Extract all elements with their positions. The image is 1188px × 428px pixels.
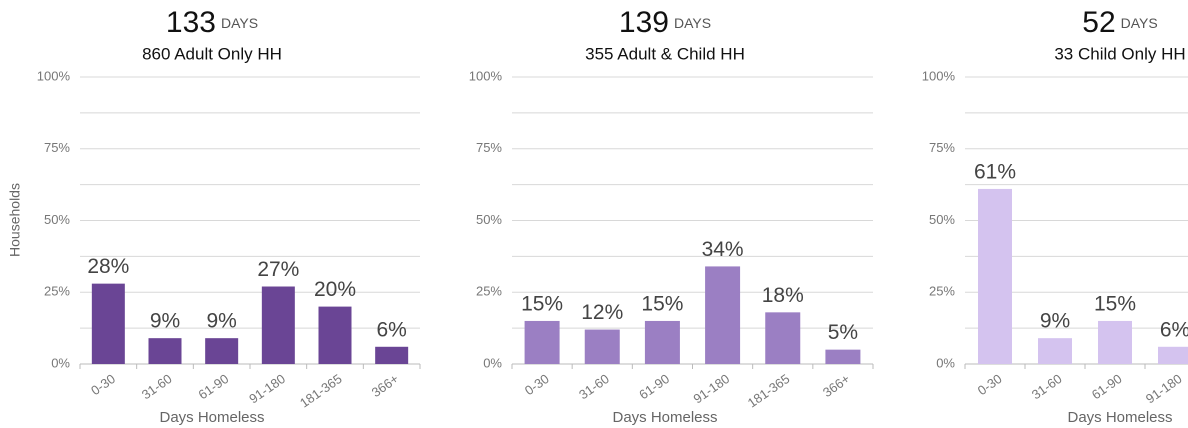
value-label: 34% [702, 238, 744, 261]
bar [261, 286, 295, 364]
x-axis-label: Days Homeless [1067, 409, 1172, 426]
value-label: 27% [257, 258, 299, 281]
value-label: 15% [1094, 292, 1136, 315]
y-tick-label: 100% [922, 68, 956, 83]
bar [584, 329, 620, 364]
x-tick-label: 181-365 [297, 371, 345, 411]
y-tick-label: 25% [44, 284, 70, 299]
x-axis-label: Days Homeless [159, 409, 264, 426]
x-tick-label: 0-30 [522, 371, 552, 398]
value-label: 9% [150, 310, 180, 333]
title-unit: DAYS [221, 15, 258, 31]
value-label: 6% [376, 318, 406, 341]
x-tick-label: 91-180 [1143, 371, 1185, 407]
x-tick-label: 366+ [369, 371, 402, 400]
x-tick-label: 366+ [820, 371, 853, 400]
x-tick-label: 61-90 [636, 371, 672, 402]
x-tick-label: 91-180 [246, 371, 288, 407]
chart-subtitle: 33 Child Only HH [1054, 44, 1185, 63]
bar [205, 338, 239, 364]
x-tick-label: 31-60 [576, 371, 612, 402]
y-tick-label: 75% [476, 140, 502, 155]
x-tick-label: 31-60 [1029, 371, 1065, 402]
y-tick-label: 75% [929, 140, 955, 155]
y-tick-label: 25% [476, 284, 502, 299]
bar [825, 349, 861, 364]
y-tick-label: 75% [44, 140, 70, 155]
bar [524, 320, 560, 364]
value-label: 9% [206, 310, 236, 333]
title-number: 52 [1082, 6, 1115, 39]
value-label: 15% [521, 292, 563, 315]
bar [375, 346, 409, 364]
chart-subtitle: 355 Adult & Child HH [585, 44, 745, 63]
value-label: 18% [762, 284, 804, 307]
x-tick-label: 181-365 [745, 371, 793, 411]
x-tick-label: 0-30 [88, 371, 118, 398]
bar [91, 283, 125, 364]
bar [644, 320, 680, 364]
bar [1038, 338, 1072, 364]
y-tick-label: 100% [37, 68, 71, 83]
bar [1098, 320, 1132, 364]
value-label: 9% [1040, 310, 1070, 333]
title-number: 139 [619, 6, 669, 39]
chart-title: 139 DAYS [619, 6, 711, 39]
title-number: 133 [166, 6, 216, 39]
bar [318, 306, 352, 364]
chart-subtitle: 860 Adult Only HH [142, 44, 282, 63]
chart-title: 133 DAYS [166, 6, 258, 39]
bar [978, 188, 1012, 364]
y-tick-label: 0% [936, 355, 955, 370]
y-tick-label: 0% [483, 355, 502, 370]
y-tick-label: 50% [44, 212, 70, 227]
chart-title: 52 DAYS [1082, 6, 1157, 39]
y-tick-label: 50% [929, 212, 955, 227]
bar [705, 266, 741, 364]
bar [1158, 346, 1188, 364]
value-label: 15% [641, 292, 683, 315]
value-label: 12% [581, 301, 623, 324]
title-unit: DAYS [674, 15, 711, 31]
x-tick-label: 61-90 [196, 371, 232, 402]
y-tick-label: 0% [51, 355, 70, 370]
x-tick-label: 31-60 [139, 371, 175, 402]
value-label: 20% [314, 278, 356, 301]
title-unit: DAYS [1121, 15, 1158, 31]
y-tick-label: 100% [469, 68, 503, 83]
value-label: 61% [974, 160, 1016, 183]
bar [765, 312, 801, 364]
y-axis-label: Households [7, 183, 23, 257]
bar [148, 338, 182, 364]
x-axis-label: Days Homeless [612, 409, 717, 426]
value-label: 5% [828, 321, 858, 344]
x-tick-label: 91-180 [691, 371, 733, 407]
y-tick-label: 25% [929, 284, 955, 299]
x-tick-label: 0-30 [975, 371, 1005, 398]
value-label: 6% [1160, 318, 1188, 341]
y-tick-label: 50% [476, 212, 502, 227]
x-tick-label: 61-90 [1089, 371, 1125, 402]
value-label: 28% [87, 255, 129, 278]
